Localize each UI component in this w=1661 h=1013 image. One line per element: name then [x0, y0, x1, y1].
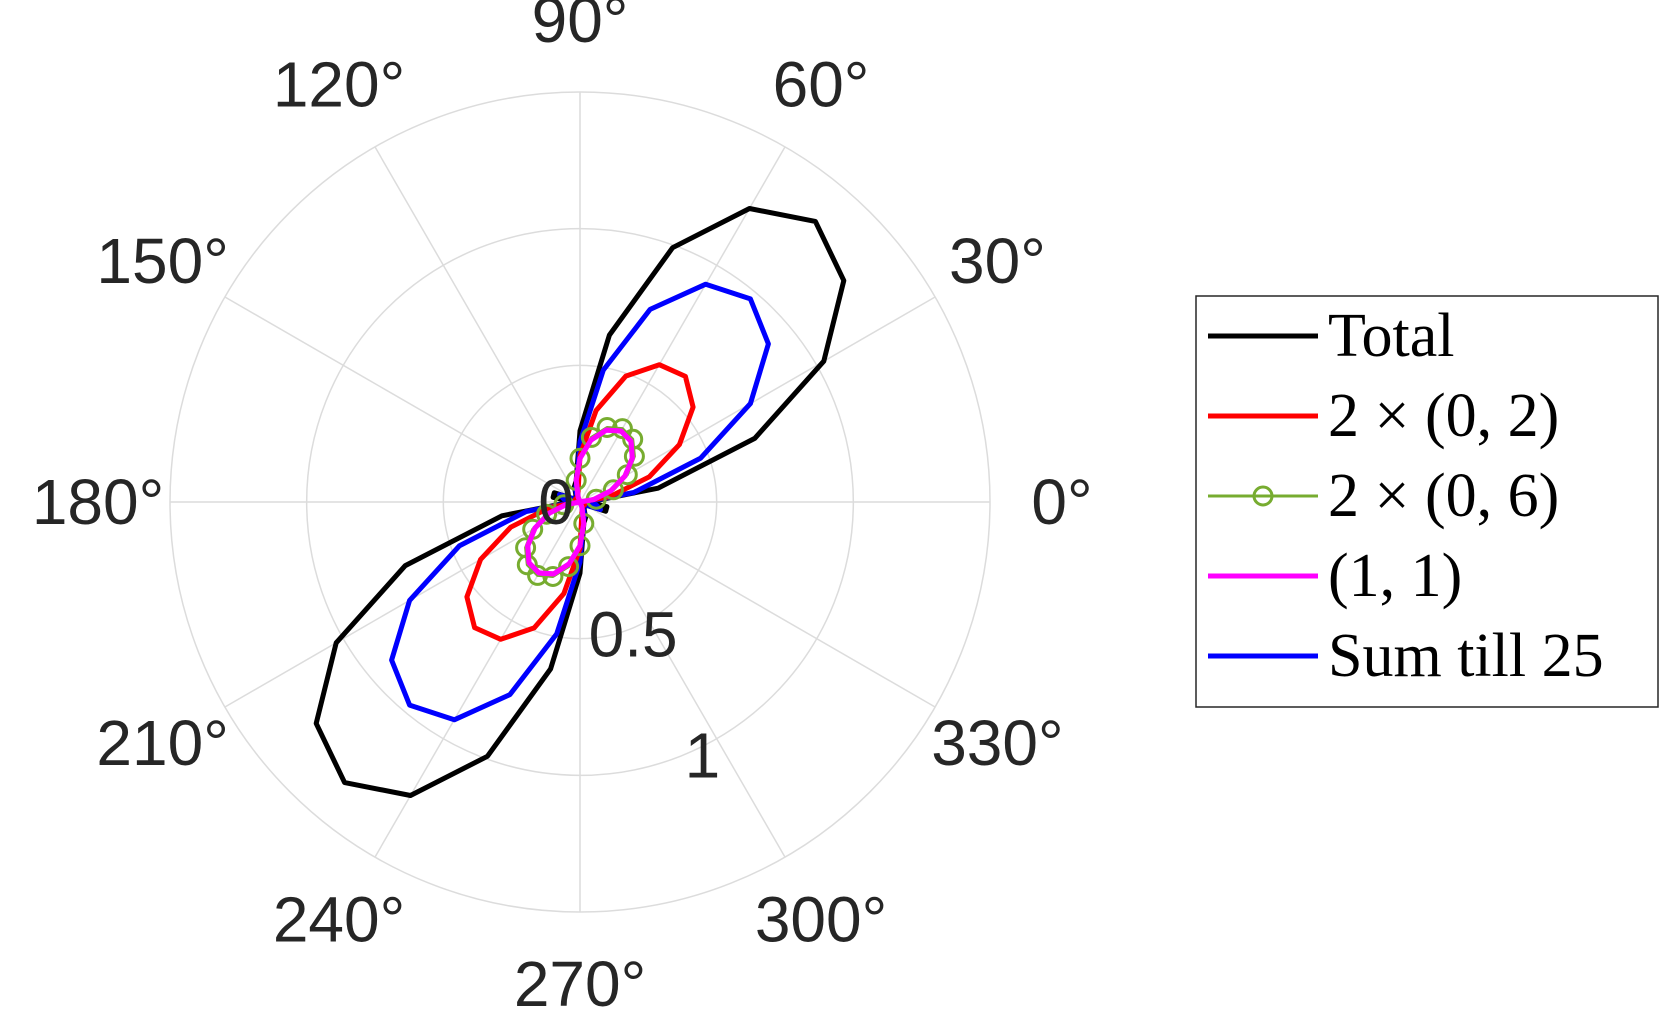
r-tick-label: 1	[685, 719, 721, 791]
theta-tick-label: 150°	[96, 225, 228, 297]
tick-labels: 0° 30° 60° 90° 120° 150° 180° 210° 240° 270° 300° 3…	[32, 0, 1093, 1013]
series-marker	[602, 479, 624, 501]
grid-spoke	[579, 296, 936, 503]
legend-box	[1195, 295, 1659, 708]
theta-tick-label: 240°	[273, 883, 405, 955]
theta-tick-label: 270°	[514, 948, 646, 1013]
legend-label: Total	[1328, 302, 1455, 370]
theta-tick-label: 60°	[773, 49, 870, 121]
theta-tick-label: 330°	[931, 707, 1063, 779]
legend-label: 2 × (0, 6)	[1328, 462, 1559, 530]
grid-spoke	[374, 146, 581, 503]
theta-tick-label: 300°	[755, 883, 887, 955]
series-line	[525, 427, 635, 577]
legend: Total 2 × (0, 2) 2 × (0, 6) (1, 1) Sum till …	[1195, 295, 1659, 708]
series-marker	[558, 556, 580, 578]
series-marker	[580, 426, 602, 448]
polar-grid	[169, 91, 991, 913]
legend-label: (1, 1)	[1328, 542, 1462, 610]
theta-tick-label: 210°	[96, 707, 228, 779]
legend-label: 2 × (0, 2)	[1328, 382, 1559, 450]
data-series	[313, 206, 847, 798]
theta-tick-label: 180°	[32, 466, 164, 538]
grid-spoke	[579, 501, 936, 708]
grid-spoke	[224, 501, 581, 708]
series-marker	[542, 566, 564, 587]
theta-tick-label: 0°	[1031, 466, 1092, 538]
series-marker	[596, 417, 618, 438]
grid-spoke	[224, 296, 581, 503]
theta-tick-label: 30°	[949, 225, 1046, 297]
grid-spoke	[374, 501, 581, 858]
r-tick-label: 0	[538, 466, 574, 538]
theta-tick-label: 120°	[273, 49, 405, 121]
theta-tick-label: 90°	[532, 0, 629, 56]
legend-label: Sum till 25	[1328, 622, 1604, 690]
grid-spoke	[579, 146, 786, 503]
legend-marker	[1252, 485, 1274, 507]
series-marker	[536, 503, 558, 525]
r-tick-label: 0.5	[589, 599, 678, 671]
grid-spoke	[579, 501, 786, 858]
